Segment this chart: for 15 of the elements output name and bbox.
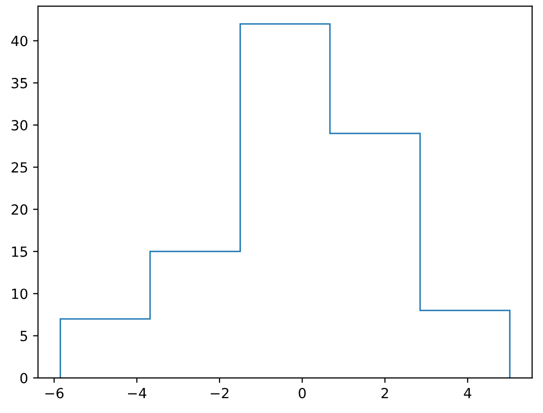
y-tick-label: 35 bbox=[12, 78, 28, 88]
y-tick-label: 25 bbox=[12, 162, 28, 173]
x-tick-label: 0 bbox=[298, 388, 306, 398]
y-tick-label: 20 bbox=[12, 204, 28, 215]
x-tick-label: −6 bbox=[45, 388, 64, 398]
x-tick-label: 4 bbox=[464, 388, 472, 398]
x-tick-label: 2 bbox=[382, 388, 388, 398]
y-tick-label: 30 bbox=[12, 120, 28, 131]
y-tick-label: 40 bbox=[11, 36, 28, 46]
y-tick-label: 10 bbox=[12, 288, 28, 300]
y-tick-label: 15 bbox=[12, 246, 28, 257]
x-tick-label: −4 bbox=[128, 388, 146, 398]
x-tick-label: −2 bbox=[210, 388, 228, 398]
y-tick-label: 5 bbox=[20, 330, 28, 342]
y-tick-label: 0 bbox=[20, 372, 28, 384]
